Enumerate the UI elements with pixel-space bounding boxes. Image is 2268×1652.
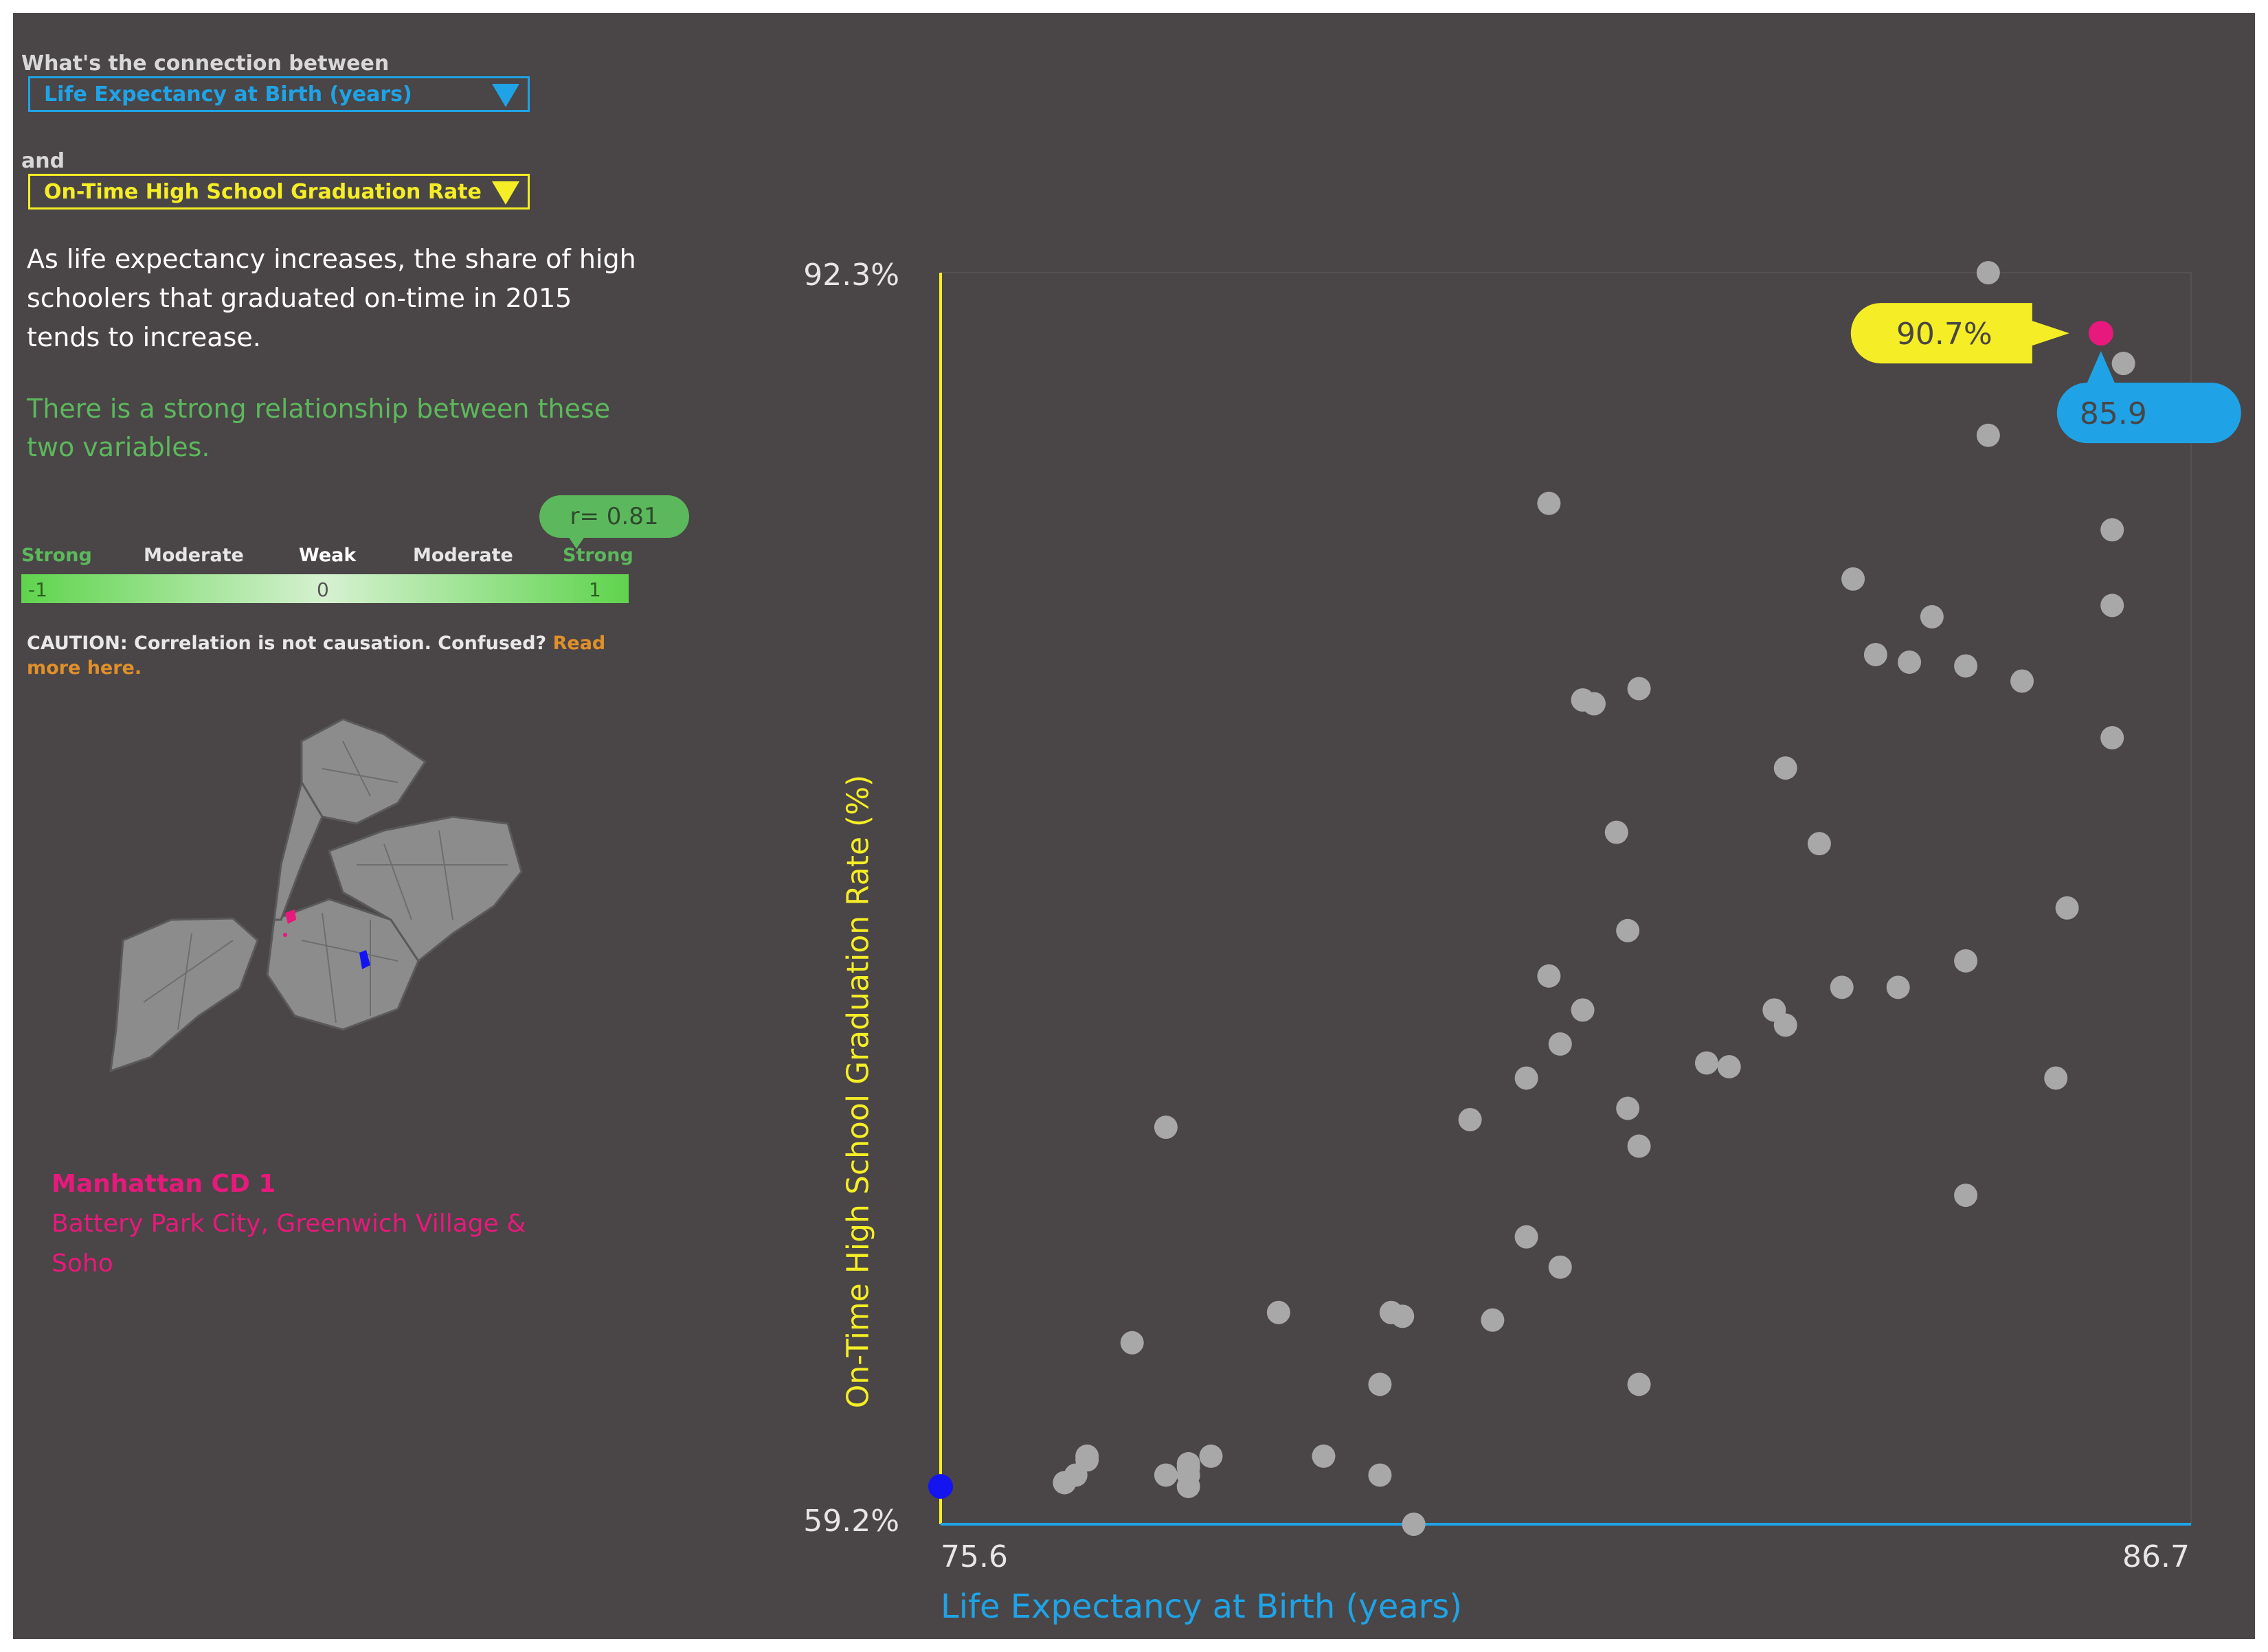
data-point[interactable] xyxy=(1954,654,1978,678)
data-point[interactable] xyxy=(2100,726,2124,750)
data-point[interactable] xyxy=(1898,650,1922,674)
highlighted-district-dot xyxy=(283,933,287,937)
manhattan-shape[interactable] xyxy=(273,780,324,921)
scale-label-moderate-positive: Moderate xyxy=(413,545,513,566)
data-point[interactable] xyxy=(1548,1255,1572,1279)
chevron-down-icon[interactable] xyxy=(492,84,519,107)
nyc-map-icon[interactable] xyxy=(96,714,549,1098)
data-point[interactable] xyxy=(1976,423,2000,447)
data-point[interactable] xyxy=(1537,491,1561,515)
data-point[interactable] xyxy=(1841,567,1865,591)
min-district-shape[interactable] xyxy=(359,950,370,969)
question-joiner: and xyxy=(21,149,65,173)
district-neighborhoods: Battery Park City, Greenwich Village & S… xyxy=(52,1210,526,1278)
data-point[interactable] xyxy=(1368,1463,1392,1487)
x-tick-max: 86.7 xyxy=(2122,1539,2190,1574)
y-tick-min: 59.2% xyxy=(803,1504,899,1539)
data-point[interactable] xyxy=(1402,1513,1426,1536)
queens-shape[interactable] xyxy=(328,815,523,963)
data-point[interactable] xyxy=(1199,1444,1223,1468)
brooklyn-shape[interactable] xyxy=(266,898,420,1031)
question-prefix: What's the connection between xyxy=(21,52,390,76)
data-point[interactable] xyxy=(1863,642,1887,666)
app-frame: What's the connection between Life Expec… xyxy=(13,13,2255,1639)
data-point[interactable] xyxy=(1773,756,1797,780)
data-point[interactable] xyxy=(1120,1331,1144,1355)
data-point[interactable] xyxy=(1571,998,1595,1022)
data-point[interactable] xyxy=(1954,949,1978,973)
y-variable-select[interactable]: On-Time High School Graduation Rate (%) xyxy=(28,174,530,210)
data-point[interactable] xyxy=(1830,975,1854,999)
y-tick-max: 92.3% xyxy=(803,258,899,293)
relationship-summary: As life expectancy increases, the share … xyxy=(27,244,636,352)
y-variable-select-value: On-Time High School Graduation Rate (%) xyxy=(44,179,484,204)
data-point[interactable] xyxy=(1616,1096,1640,1120)
min-district-point[interactable] xyxy=(928,1473,953,1499)
x-axis-label: Life Expectancy at Birth (years) xyxy=(941,1587,1463,1626)
x-value-callout xyxy=(2056,351,2241,444)
data-point[interactable] xyxy=(2055,896,2079,920)
data-point[interactable] xyxy=(1368,1372,1392,1396)
correlation-scale-bar xyxy=(21,574,629,603)
data-point[interactable] xyxy=(1266,1300,1290,1324)
scale-number-mid: 0 xyxy=(317,578,329,601)
scale-number-max: 1 xyxy=(589,578,601,601)
data-point[interactable] xyxy=(1537,964,1561,988)
read-more-link[interactable]: Read more here. xyxy=(27,633,606,679)
x-value-callout-text: 85.9 xyxy=(2080,396,2147,431)
highlighted-point[interactable] xyxy=(2088,321,2113,346)
data-point[interactable] xyxy=(1627,1372,1651,1396)
scale-label-weak: Weak xyxy=(299,545,357,566)
data-point[interactable] xyxy=(1717,1054,1741,1078)
data-point[interactable] xyxy=(2100,518,2124,542)
data-point[interactable] xyxy=(2010,669,2034,693)
data-point[interactable] xyxy=(1548,1032,1572,1056)
data-point[interactable] xyxy=(1571,688,1595,712)
data-point[interactable] xyxy=(2044,1066,2068,1090)
data-point[interactable] xyxy=(1920,604,1944,629)
caution-text: CAUTION: Correlation is not causation. C… xyxy=(27,633,547,654)
staten-island-shape[interactable] xyxy=(109,917,259,1073)
data-point[interactable] xyxy=(2111,352,2135,376)
data-point[interactable] xyxy=(1176,1456,1200,1480)
data-point[interactable] xyxy=(1312,1444,1336,1468)
data-point[interactable] xyxy=(1694,1051,1718,1075)
data-point[interactable] xyxy=(1458,1108,1482,1132)
y-value-callout-text: 90.7% xyxy=(1896,317,1992,352)
relationship-strength: There is a strong relationship between t… xyxy=(27,394,611,462)
data-point[interactable] xyxy=(1616,918,1640,942)
scale-label-strong-positive: Strong xyxy=(563,545,633,566)
data-point[interactable] xyxy=(1053,1471,1077,1495)
data-point[interactable] xyxy=(1773,1013,1797,1037)
y-value-callout xyxy=(1850,303,2069,364)
data-point[interactable] xyxy=(1514,1066,1538,1090)
data-point[interactable] xyxy=(1391,1304,1415,1328)
data-point[interactable] xyxy=(1481,1308,1505,1332)
highlighted-district-shape[interactable] xyxy=(285,909,296,924)
scale-label-moderate-negative: Moderate xyxy=(144,545,244,566)
data-point[interactable] xyxy=(1886,975,1910,999)
data-point[interactable] xyxy=(1627,677,1651,701)
data-point[interactable] xyxy=(1627,1134,1651,1158)
x-tick-min: 75.6 xyxy=(941,1539,1008,1574)
chevron-down-icon[interactable] xyxy=(492,181,519,205)
scale-number-min: -1 xyxy=(28,578,47,601)
data-point[interactable] xyxy=(1976,261,2000,284)
data-point[interactable] xyxy=(1154,1116,1178,1140)
data-point[interactable] xyxy=(1954,1184,1978,1208)
data-point[interactable] xyxy=(1604,820,1628,844)
data-point[interactable] xyxy=(2100,593,2124,618)
scale-label-strong-negative: Strong xyxy=(21,545,92,566)
scatter-plot: 90.7% 85.9 xyxy=(928,261,2241,1536)
x-variable-select[interactable]: Life Expectancy at Birth (years) xyxy=(28,76,530,112)
correlation-badge: r= 0.81 xyxy=(539,495,689,549)
x-variable-select-value: Life Expectancy at Birth (years) xyxy=(44,82,412,106)
caution-note: CAUTION: Correlation is not causation. C… xyxy=(27,631,645,681)
data-point[interactable] xyxy=(1807,832,1831,856)
data-point[interactable] xyxy=(1514,1225,1538,1249)
district-name: Manhattan CD 1 xyxy=(52,1170,276,1198)
data-point[interactable] xyxy=(1176,1474,1200,1498)
data-point[interactable] xyxy=(1154,1463,1178,1487)
